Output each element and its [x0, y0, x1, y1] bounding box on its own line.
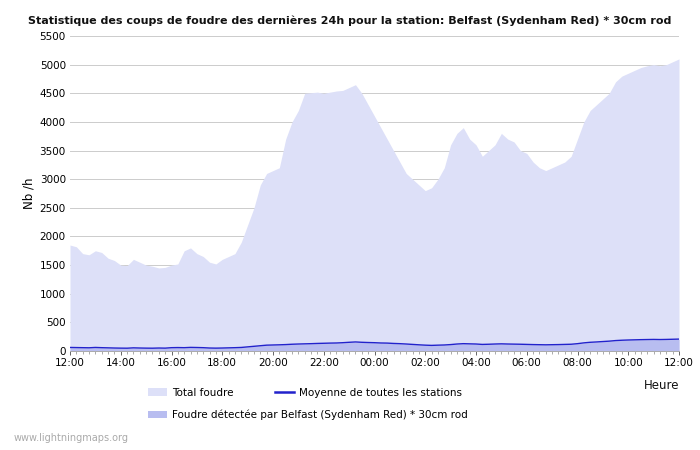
- Text: www.lightningmaps.org: www.lightningmaps.org: [14, 433, 129, 443]
- Legend: Foudre détectée par Belfast (Sydenham Red) * 30cm rod: Foudre détectée par Belfast (Sydenham Re…: [148, 410, 468, 420]
- Y-axis label: Nb /h: Nb /h: [22, 178, 36, 209]
- Text: Statistique des coups de foudre des dernières 24h pour la station: Belfast (Syde: Statistique des coups de foudre des dern…: [28, 16, 672, 26]
- Text: Heure: Heure: [643, 379, 679, 392]
